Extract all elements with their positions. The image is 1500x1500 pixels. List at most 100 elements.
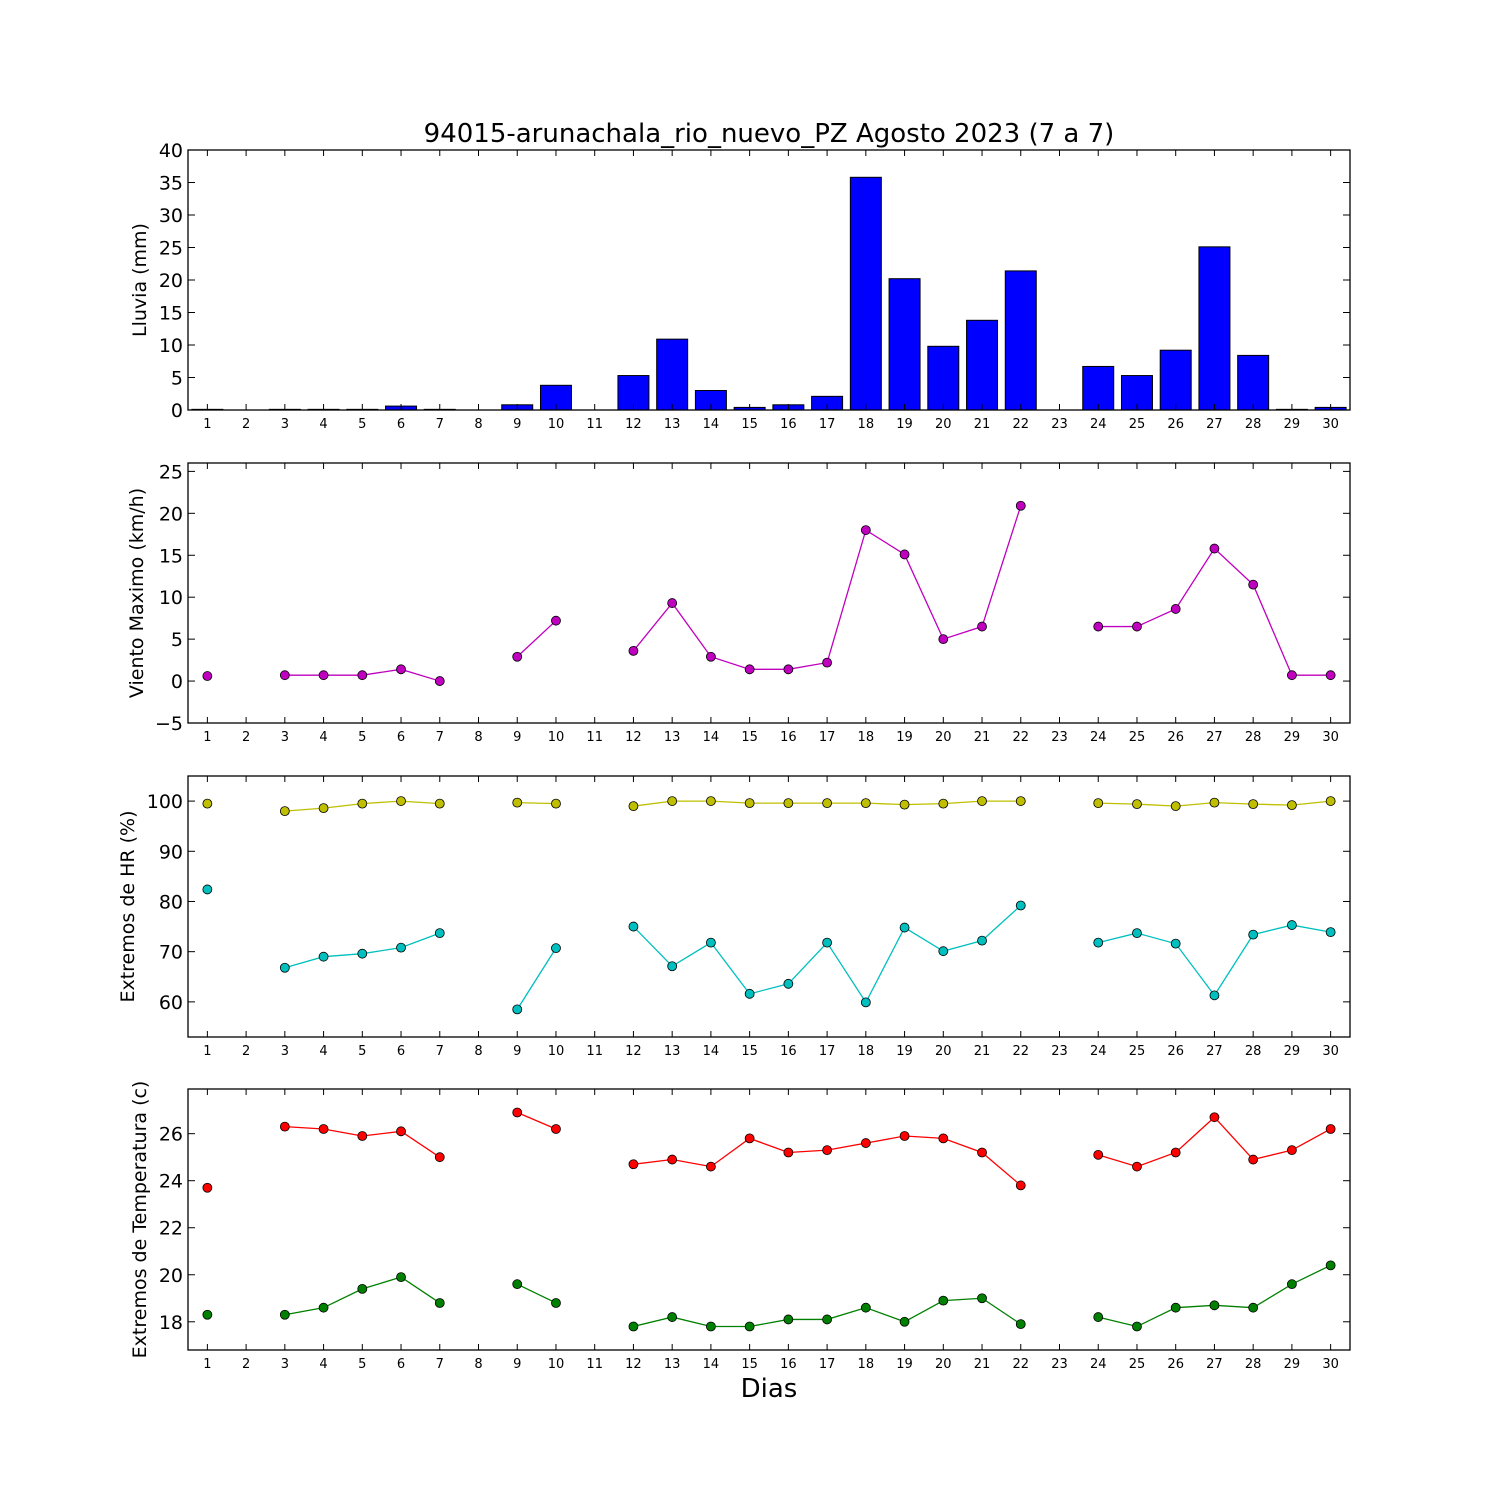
x-tick-label: 15 bbox=[741, 730, 758, 745]
y-tick-label: 0 bbox=[171, 671, 183, 693]
series-1-point-day-30 bbox=[1325, 670, 1336, 681]
series-1-point-day-14 bbox=[706, 1161, 716, 1172]
series-1-point-day-7 bbox=[434, 1152, 445, 1163]
series-2-point-day-13 bbox=[667, 1312, 678, 1322]
series-1-point-day-22 bbox=[1015, 796, 1026, 806]
chart-title: 94015-arunachala_rio_nuevo_PZ Agosto 202… bbox=[424, 119, 1115, 149]
rain-bar-day-19 bbox=[888, 278, 921, 411]
x-tick-label: 7 bbox=[436, 730, 444, 745]
x-tick-label: 16 bbox=[780, 1357, 797, 1372]
x-tick-label: 1 bbox=[203, 1357, 211, 1372]
x-tick-label: 11 bbox=[586, 1357, 603, 1372]
x-tick-label: 9 bbox=[513, 1044, 521, 1059]
series-2-point-day-18 bbox=[860, 997, 871, 1008]
series-1-point-day-19 bbox=[899, 1131, 910, 1141]
series-1-point-day-13 bbox=[667, 796, 678, 806]
series-2-point-day-17 bbox=[822, 1314, 832, 1325]
series-1-point-day-7 bbox=[434, 798, 445, 809]
x-tick-label: 24 bbox=[1090, 730, 1107, 745]
x-tick-label: 8 bbox=[474, 417, 482, 432]
x-tick-label: 10 bbox=[548, 730, 565, 745]
series-1-point-day-28 bbox=[1248, 1154, 1259, 1165]
x-tick-label: 17 bbox=[819, 1044, 836, 1059]
series-2-point-day-26 bbox=[1170, 1302, 1181, 1313]
y-tick-label: 25 bbox=[159, 238, 183, 260]
y-tick-label: 5 bbox=[171, 368, 183, 390]
series-1-point-day-1 bbox=[202, 671, 213, 681]
x-tick-label: 20 bbox=[935, 417, 952, 432]
series-2-point-day-24 bbox=[1093, 937, 1104, 948]
series-2-point-day-16 bbox=[783, 1314, 794, 1325]
x-tick-label: 24 bbox=[1090, 1357, 1107, 1372]
series-1-point-day-22 bbox=[1015, 500, 1026, 511]
plot-frame bbox=[187, 462, 1351, 724]
x-tick-label: 23 bbox=[1051, 1044, 1068, 1059]
series-1-point-day-13 bbox=[667, 598, 678, 608]
y-axis-title: Lluvia (mm) bbox=[129, 223, 151, 337]
y-tick-label: 30 bbox=[159, 205, 183, 227]
rain-bar-day-20 bbox=[927, 345, 960, 411]
series-1-point-day-20 bbox=[938, 634, 949, 645]
series-1-point-day-16 bbox=[783, 798, 794, 809]
series-2-point-day-7 bbox=[434, 928, 445, 939]
x-tick-label: 26 bbox=[1167, 1357, 1184, 1372]
x-tick-label: 5 bbox=[358, 730, 366, 745]
x-tick-label: 3 bbox=[281, 1357, 289, 1372]
y-tick-label: 22 bbox=[159, 1218, 183, 1240]
y-tick-label: 15 bbox=[159, 545, 183, 567]
x-tick-label: 29 bbox=[1284, 1357, 1301, 1372]
x-tick-label: 4 bbox=[319, 730, 327, 745]
series-2-point-day-16 bbox=[783, 978, 794, 989]
x-tick-label: 25 bbox=[1129, 1044, 1146, 1059]
x-tick-label: 4 bbox=[319, 1044, 327, 1059]
series-1-point-day-15 bbox=[744, 664, 755, 675]
series-2-point-day-14 bbox=[706, 937, 716, 948]
y-tick-label: 10 bbox=[159, 587, 183, 609]
series-2-point-day-3 bbox=[279, 1309, 290, 1320]
series-1-point-day-3 bbox=[279, 1121, 290, 1132]
series-2-point-day-28 bbox=[1248, 929, 1259, 940]
y-tick-label: 10 bbox=[159, 335, 183, 357]
x-tick-label: 25 bbox=[1129, 417, 1146, 432]
series-2-point-day-9 bbox=[512, 1004, 523, 1015]
x-tick-label: 22 bbox=[1012, 1357, 1029, 1372]
x-tick-label: 21 bbox=[974, 730, 991, 745]
x-tick-label: 14 bbox=[703, 1044, 720, 1059]
series-1-point-day-15 bbox=[744, 1133, 755, 1144]
series-2-point-day-3 bbox=[279, 962, 290, 973]
series-2-point-day-12 bbox=[628, 921, 639, 932]
x-tick-label: 18 bbox=[858, 730, 875, 745]
series-1-point-day-17 bbox=[822, 1145, 832, 1156]
series-2-point-day-14 bbox=[706, 1321, 716, 1332]
y-axis-title: Extremos de HR (%) bbox=[117, 810, 139, 1002]
x-tick-label: 3 bbox=[281, 417, 289, 432]
series-1-line bbox=[517, 801, 556, 805]
x-tick-label: 16 bbox=[780, 417, 797, 432]
series-2-point-day-30 bbox=[1325, 927, 1336, 937]
series-2-point-day-21 bbox=[977, 1293, 987, 1304]
series-1-point-day-6 bbox=[396, 1126, 406, 1137]
series-2-point-day-22 bbox=[1015, 1319, 1026, 1330]
rain-bar-day-28 bbox=[1237, 354, 1270, 411]
series-1-line bbox=[633, 1135, 1022, 1186]
y-tick-label: 15 bbox=[159, 303, 183, 325]
x-tick-label: 22 bbox=[1012, 730, 1029, 745]
series-1-point-day-3 bbox=[279, 670, 290, 681]
series-1-point-day-10 bbox=[551, 798, 561, 809]
x-tick-label: 4 bbox=[319, 417, 327, 432]
x-tick-label: 11 bbox=[586, 1044, 603, 1059]
series-2-point-day-20 bbox=[938, 1295, 949, 1306]
rain-bar-day-13 bbox=[656, 338, 689, 411]
series-1-point-day-27 bbox=[1209, 543, 1220, 554]
series-1-point-day-5 bbox=[357, 798, 368, 809]
series-1-point-day-1 bbox=[202, 798, 213, 809]
series-1-point-day-24 bbox=[1093, 1149, 1104, 1160]
series-1-point-day-18 bbox=[860, 525, 871, 535]
series-1-point-day-16 bbox=[783, 664, 794, 675]
x-tick-label: 18 bbox=[858, 417, 875, 432]
series-2-line bbox=[284, 1276, 441, 1316]
x-tick-label: 15 bbox=[741, 1044, 758, 1059]
series-1-point-day-27 bbox=[1209, 797, 1220, 808]
x-tick-label: 17 bbox=[819, 417, 836, 432]
